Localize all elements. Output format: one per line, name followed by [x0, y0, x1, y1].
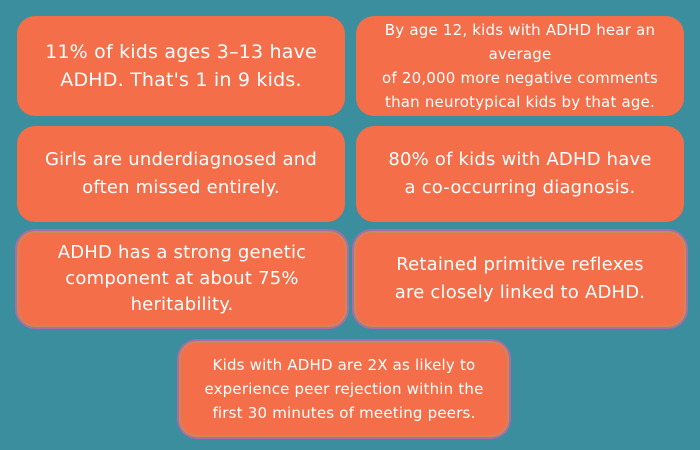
fact-text: ADHD has a strong genetic component at a…: [57, 242, 307, 315]
fact-text: Girls are underdiagnosed and often misse…: [44, 149, 318, 198]
fact-card-negative-comments: By age 12, kids with ADHD hear an averag…: [356, 16, 684, 116]
fact-card-co-occurring: 80% of kids with ADHD have a co-occurrin…: [356, 126, 684, 222]
fact-card-prevalence: 11% of kids ages 3–13 have ADHD. That's …: [17, 16, 345, 116]
fact-text: Retained primitive reflexes are closely …: [394, 254, 646, 303]
fact-card-genetic: ADHD has a strong genetic component at a…: [19, 233, 345, 325]
fact-text: 80% of kids with ADHD have a co-occurrin…: [388, 149, 652, 198]
fact-text: 11% of kids ages 3–13 have ADHD. That's …: [45, 41, 317, 91]
fact-card-girls-underdiagnosed: Girls are underdiagnosed and often misse…: [17, 126, 345, 222]
fact-card-primitive-reflexes: Retained primitive reflexes are closely …: [356, 233, 684, 325]
fact-text: Kids with ADHD are 2X as likely to exper…: [204, 356, 484, 422]
fact-card-peer-rejection: Kids with ADHD are 2X as likely to exper…: [181, 343, 507, 435]
fact-text: By age 12, kids with ADHD hear an averag…: [382, 21, 658, 111]
